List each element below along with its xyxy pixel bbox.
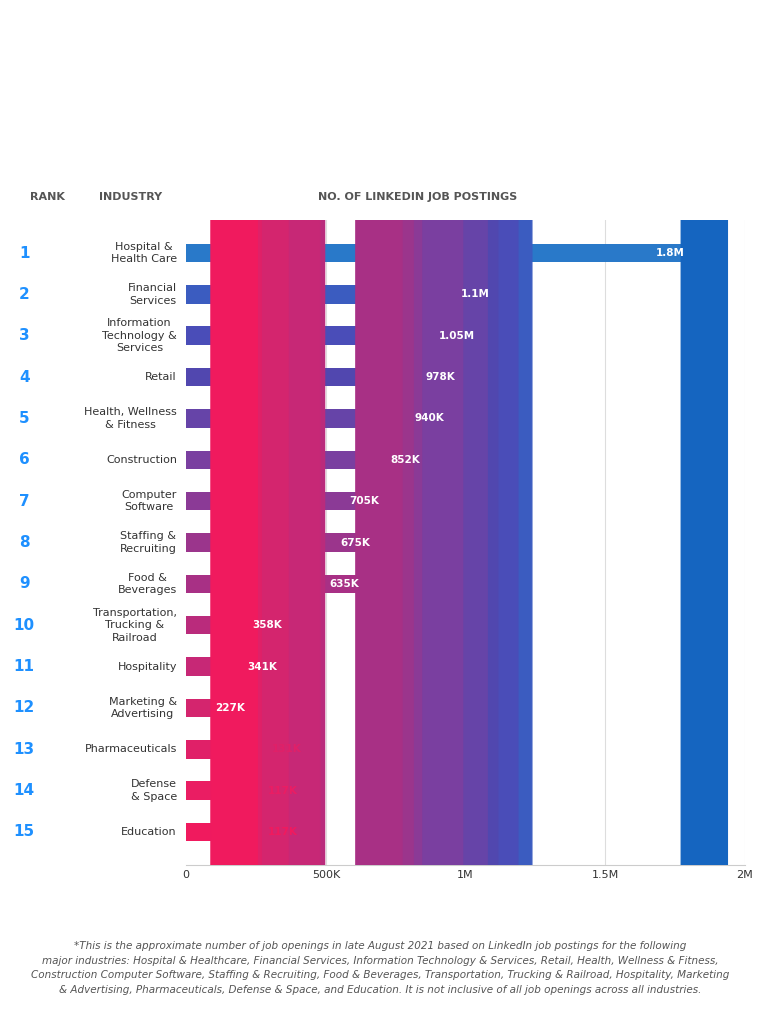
Circle shape <box>441 0 487 1035</box>
Text: NO. OF LINKEDIN JOB POSTINGS: NO. OF LINKEDIN JOB POSTINGS <box>318 193 518 203</box>
Text: Retail: Retail <box>145 373 177 382</box>
Bar <box>186 823 219 841</box>
Bar <box>186 574 363 593</box>
Text: 8: 8 <box>19 535 30 550</box>
Text: 117K: 117K <box>268 786 298 796</box>
Text: 2: 2 <box>19 287 30 302</box>
Text: 1.1M: 1.1M <box>461 290 489 299</box>
Bar <box>186 699 249 717</box>
Text: 14: 14 <box>14 783 35 798</box>
Text: 5: 5 <box>19 411 30 426</box>
Text: 852K: 852K <box>390 454 420 465</box>
Text: 10: 10 <box>14 618 35 632</box>
Text: Hospitality: Hospitality <box>117 661 177 672</box>
Text: 1: 1 <box>19 245 30 261</box>
Circle shape <box>681 0 727 1035</box>
Circle shape <box>278 0 325 1035</box>
Circle shape <box>451 0 498 1035</box>
Text: INDUSTRY: INDUSTRY <box>99 193 162 203</box>
Circle shape <box>356 0 402 1035</box>
Text: Financial
Services: Financial Services <box>128 284 177 305</box>
Text: Health, Wellness
& Fitness: Health, Wellness & Fitness <box>84 407 177 430</box>
Bar <box>186 244 689 263</box>
Bar <box>186 781 219 800</box>
Text: 3: 3 <box>19 328 30 344</box>
Text: Construction: Construction <box>106 454 177 465</box>
Text: 635K: 635K <box>330 579 359 589</box>
Bar <box>186 740 223 759</box>
Text: 131K: 131K <box>272 744 302 755</box>
Bar <box>186 450 424 469</box>
Text: 1.8M: 1.8M <box>656 248 685 258</box>
Circle shape <box>215 0 261 1035</box>
Text: 13: 13 <box>14 742 35 757</box>
Text: 1.05M: 1.05M <box>439 331 475 341</box>
Bar <box>186 285 493 303</box>
Circle shape <box>375 0 422 1035</box>
Circle shape <box>211 0 258 1035</box>
Text: 978K: 978K <box>426 373 455 382</box>
Text: Computer
Software: Computer Software <box>122 490 177 512</box>
Text: Staffing &
Recruiting: Staffing & Recruiting <box>120 531 177 554</box>
Bar <box>186 367 459 386</box>
Circle shape <box>486 0 532 1035</box>
Circle shape <box>274 0 320 1035</box>
Text: 227K: 227K <box>216 703 245 713</box>
Text: Food &
Beverages: Food & Beverages <box>118 572 177 595</box>
Text: Marketing &
Advertising: Marketing & Advertising <box>109 697 177 719</box>
Text: 12: 12 <box>14 701 35 715</box>
Text: the Most in the U.S.: the Most in the U.S. <box>319 96 661 125</box>
Text: 11: 11 <box>14 659 35 674</box>
Text: Transportation,
Trucking &
Railroad: Transportation, Trucking & Railroad <box>93 608 177 643</box>
Text: Information
Technology &
Services: Information Technology & Services <box>102 319 177 353</box>
Circle shape <box>242 0 288 1035</box>
Text: 15: 15 <box>14 825 35 839</box>
Text: The Industries Hiring: The Industries Hiring <box>319 49 682 78</box>
Bar <box>186 533 375 552</box>
Text: 7: 7 <box>19 494 30 508</box>
Bar <box>186 492 383 510</box>
Text: 9: 9 <box>19 576 30 591</box>
Bar <box>186 326 480 345</box>
Circle shape <box>211 0 258 1035</box>
Bar <box>186 616 287 634</box>
Text: Based on the Total Number of LinkedIn Job Postings: Based on the Total Number of LinkedIn Jo… <box>319 154 676 168</box>
Text: 675K: 675K <box>340 537 371 548</box>
Text: RANK: RANK <box>30 193 65 203</box>
Text: Education: Education <box>122 827 177 837</box>
Text: Hospital &
Health Care: Hospital & Health Care <box>111 242 177 264</box>
Text: *This is the approximate number of job openings in late August 2021 based on Lin: *This is the approximate number of job o… <box>31 941 729 995</box>
Bar <box>186 409 448 427</box>
Text: 341K: 341K <box>247 661 277 672</box>
Text: Defense
& Space: Defense & Space <box>131 779 177 802</box>
Text: 6: 6 <box>19 452 30 468</box>
Text: 940K: 940K <box>415 413 445 423</box>
Text: 705K: 705K <box>349 496 379 506</box>
Text: 4: 4 <box>19 369 30 385</box>
Circle shape <box>472 0 518 1035</box>
Bar <box>186 657 281 676</box>
Circle shape <box>416 0 463 1035</box>
Text: 117K: 117K <box>268 827 298 837</box>
Text: 358K: 358K <box>252 620 282 630</box>
Circle shape <box>367 0 413 1035</box>
Text: Pharmaceuticals: Pharmaceuticals <box>84 744 177 755</box>
